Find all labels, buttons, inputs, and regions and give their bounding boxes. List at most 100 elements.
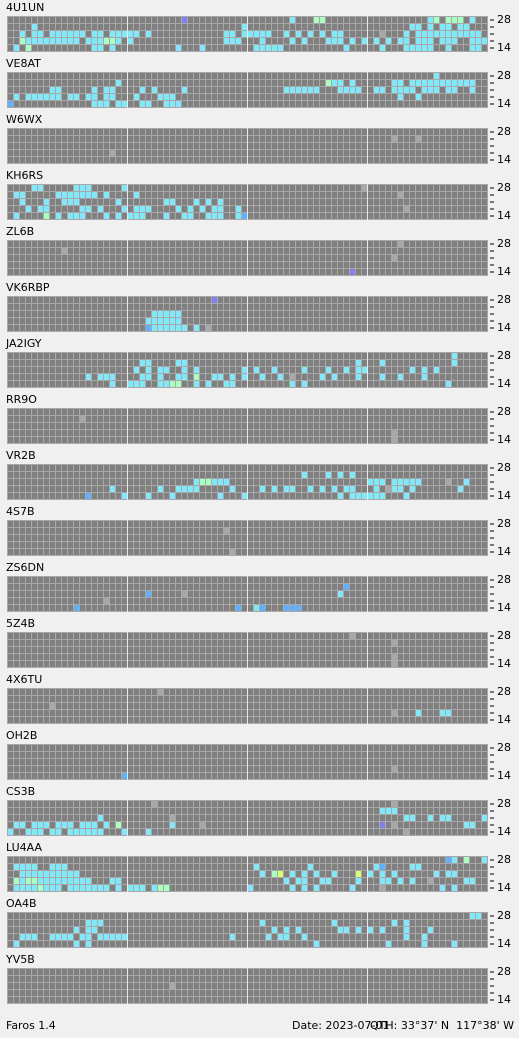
cell bbox=[38, 157, 43, 163]
cell bbox=[278, 591, 283, 597]
cell bbox=[230, 297, 235, 303]
cell bbox=[320, 472, 325, 478]
cell bbox=[362, 241, 367, 247]
cell bbox=[278, 143, 283, 149]
signal-cell bbox=[212, 213, 217, 219]
cell bbox=[278, 248, 283, 254]
cell bbox=[212, 591, 217, 597]
signal-cell bbox=[338, 493, 343, 499]
cell bbox=[452, 521, 457, 527]
cell bbox=[38, 654, 43, 660]
cell bbox=[404, 465, 409, 471]
signal-cell bbox=[452, 353, 457, 359]
cell bbox=[338, 661, 343, 667]
cell bbox=[374, 206, 379, 212]
cell bbox=[212, 325, 217, 331]
cell bbox=[50, 605, 55, 611]
cell bbox=[326, 584, 331, 590]
signal-cell bbox=[344, 45, 349, 51]
cell bbox=[140, 640, 145, 646]
cell bbox=[56, 360, 61, 366]
cell bbox=[62, 241, 67, 247]
cell bbox=[20, 248, 25, 254]
cell bbox=[68, 577, 73, 583]
cell bbox=[68, 185, 73, 191]
cell bbox=[80, 591, 85, 597]
cell bbox=[140, 185, 145, 191]
cell bbox=[362, 311, 367, 317]
cell bbox=[470, 374, 475, 380]
cell bbox=[62, 591, 67, 597]
cell bbox=[110, 311, 115, 317]
cell bbox=[272, 381, 277, 387]
cell bbox=[344, 150, 349, 156]
cell bbox=[278, 94, 283, 100]
cell bbox=[356, 465, 361, 471]
cell bbox=[38, 269, 43, 275]
signal-cell bbox=[290, 486, 295, 492]
cell bbox=[242, 521, 247, 527]
cell bbox=[254, 262, 259, 268]
signal-cell bbox=[410, 486, 415, 492]
cell bbox=[434, 304, 439, 310]
cell bbox=[422, 437, 427, 443]
cell bbox=[62, 528, 67, 534]
cell bbox=[74, 17, 79, 23]
cell bbox=[20, 318, 25, 324]
cell bbox=[14, 416, 19, 422]
cell bbox=[80, 325, 85, 331]
cell bbox=[254, 409, 259, 415]
cell bbox=[266, 297, 271, 303]
cell bbox=[122, 689, 127, 695]
cell bbox=[290, 143, 295, 149]
cell bbox=[20, 416, 25, 422]
cell bbox=[182, 199, 187, 205]
cell bbox=[452, 528, 457, 534]
cell bbox=[92, 374, 97, 380]
cell bbox=[158, 528, 163, 534]
signal-cell bbox=[110, 150, 115, 156]
cell bbox=[422, 640, 427, 646]
cell bbox=[284, 73, 289, 79]
cell bbox=[134, 437, 139, 443]
cell bbox=[302, 549, 307, 555]
cell bbox=[338, 157, 343, 163]
cell bbox=[50, 640, 55, 646]
cell bbox=[416, 381, 421, 387]
cell bbox=[236, 479, 241, 485]
cell bbox=[92, 549, 97, 555]
cell bbox=[332, 262, 337, 268]
cell bbox=[344, 31, 349, 37]
signal-cell bbox=[422, 45, 427, 51]
cell bbox=[344, 479, 349, 485]
cell bbox=[188, 129, 193, 135]
cell bbox=[434, 269, 439, 275]
cell bbox=[74, 689, 79, 695]
cell bbox=[110, 185, 115, 191]
signal-cell bbox=[326, 367, 331, 373]
cell bbox=[410, 206, 415, 212]
cell bbox=[410, 262, 415, 268]
cell bbox=[62, 94, 67, 100]
cell bbox=[380, 143, 385, 149]
signal-cell bbox=[398, 486, 403, 492]
cell bbox=[218, 598, 223, 604]
cell bbox=[476, 479, 481, 485]
cell bbox=[182, 248, 187, 254]
cell bbox=[62, 73, 67, 79]
cell bbox=[314, 136, 319, 142]
cell bbox=[284, 311, 289, 317]
cell bbox=[182, 101, 187, 107]
signal-cell bbox=[74, 38, 79, 44]
cell bbox=[152, 192, 157, 198]
cell bbox=[446, 542, 451, 548]
cell bbox=[116, 654, 121, 660]
cell bbox=[218, 689, 223, 695]
cell bbox=[56, 640, 61, 646]
cell bbox=[62, 521, 67, 527]
cell bbox=[50, 374, 55, 380]
cell bbox=[356, 241, 361, 247]
cell bbox=[200, 430, 205, 436]
cell bbox=[170, 143, 175, 149]
